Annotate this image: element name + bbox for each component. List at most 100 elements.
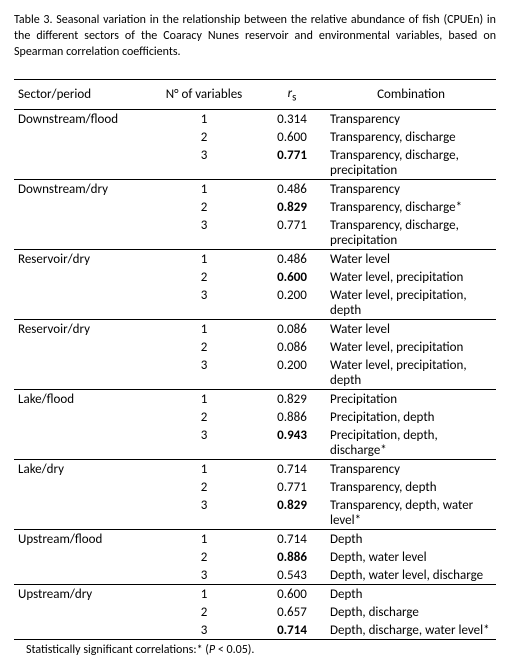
cell-rs: 0.200 — [258, 356, 326, 390]
cell-nvar: 3 — [150, 216, 258, 250]
cell-nvar: 3 — [150, 426, 258, 460]
cell-combo: Depth, water level, discharge — [326, 566, 496, 585]
table-row: Reservoir/dry10.486Water level — [14, 250, 496, 269]
cell-rs: 0.086 — [258, 320, 326, 339]
cell-combo: Transparency, depth — [326, 478, 496, 496]
cell-sector: Downstream/dry — [14, 180, 150, 199]
cell-rs: 0.600 — [258, 268, 326, 286]
cell-combo: Transparency, depth, water level* — [326, 496, 496, 530]
cell-combo: Precipitation, depth — [326, 408, 496, 426]
cell-combo: Precipitation — [326, 390, 496, 409]
cell-combo: Transparency, discharge — [326, 128, 496, 146]
footnote-prefix: Statistically significant correlations:*… — [26, 643, 209, 657]
col-header-nvar: N° of variables — [150, 79, 258, 110]
cell-nvar: 1 — [150, 390, 258, 409]
cell-rs: 0.714 — [258, 530, 326, 549]
table-row: 20.886Precipitation, depth — [14, 408, 496, 426]
cell-rs: 0.771 — [258, 216, 326, 250]
cell-sector — [14, 566, 150, 585]
table-row: 20.600Transparency, discharge — [14, 128, 496, 146]
table-header-row: Sector/period N° of variables rs Combina… — [14, 79, 496, 110]
table-row: Upstream/flood10.714Depth — [14, 530, 496, 549]
cell-rs: 0.771 — [258, 478, 326, 496]
cell-sector — [14, 426, 150, 460]
table-row: 20.886Depth, water level — [14, 548, 496, 566]
cell-rs: 0.829 — [258, 496, 326, 530]
cell-rs: 0.657 — [258, 603, 326, 621]
cell-sector — [14, 408, 150, 426]
table-row: 30.771Transparency, discharge, precipita… — [14, 146, 496, 180]
cell-sector — [14, 128, 150, 146]
cell-combo: Transparency, discharge, precipitation — [326, 146, 496, 180]
cell-combo: Transparency — [326, 110, 496, 129]
cell-sector — [14, 286, 150, 320]
cell-rs: 0.314 — [258, 110, 326, 129]
cell-combo: Depth, discharge, water level* — [326, 621, 496, 640]
col-header-sector: Sector/period — [14, 79, 150, 110]
cell-combo: Depth — [326, 530, 496, 549]
cell-rs: 0.600 — [258, 128, 326, 146]
table-row: 20.829Transparency, discharge* — [14, 198, 496, 216]
table-row: Reservoir/dry10.086Water level — [14, 320, 496, 339]
cell-sector — [14, 356, 150, 390]
cell-nvar: 2 — [150, 268, 258, 286]
table-row: 30.200Water level, precipitation, depth — [14, 356, 496, 390]
table-row: 20.086Water level, precipitation — [14, 338, 496, 356]
cell-nvar: 2 — [150, 478, 258, 496]
table-row: 30.829Transparency, depth, water level* — [14, 496, 496, 530]
cell-nvar: 3 — [150, 146, 258, 180]
cell-rs: 0.829 — [258, 390, 326, 409]
col-header-rs: rs — [258, 79, 326, 110]
cell-combo: Precipitation, depth, discharge* — [326, 426, 496, 460]
cell-nvar: 2 — [150, 603, 258, 621]
table-row: Lake/dry10.714Transparency — [14, 460, 496, 479]
cell-combo: Water level, precipitation — [326, 268, 496, 286]
cell-nvar: 3 — [150, 621, 258, 640]
table-row: Downstream/flood10.314Transparency — [14, 110, 496, 129]
cell-combo: Water level, precipitation — [326, 338, 496, 356]
table-body: Downstream/flood10.314Transparency20.600… — [14, 110, 496, 640]
cell-nvar: 2 — [150, 128, 258, 146]
cell-nvar: 3 — [150, 566, 258, 585]
table-row: 30.200Water level, precipitation, depth — [14, 286, 496, 320]
cell-combo: Depth, discharge — [326, 603, 496, 621]
cell-rs: 0.886 — [258, 408, 326, 426]
table-row: 30.714Depth, discharge, water level* — [14, 621, 496, 640]
cell-rs: 0.714 — [258, 460, 326, 479]
table-row: 30.771Transparency, discharge, precipita… — [14, 216, 496, 250]
cell-nvar: 3 — [150, 356, 258, 390]
cell-sector — [14, 198, 150, 216]
cell-rs: 0.486 — [258, 180, 326, 199]
cell-combo: Water level, precipitation, depth — [326, 286, 496, 320]
cell-nvar: 2 — [150, 198, 258, 216]
cell-sector — [14, 621, 150, 640]
cell-rs: 0.771 — [258, 146, 326, 180]
table-row: 20.657Depth, discharge — [14, 603, 496, 621]
cell-combo: Water level — [326, 250, 496, 269]
table-row: 20.771Transparency, depth — [14, 478, 496, 496]
cell-combo: Depth, water level — [326, 548, 496, 566]
table-row: Downstream/dry10.486Transparency — [14, 180, 496, 199]
cell-rs: 0.943 — [258, 426, 326, 460]
footnote-suffix: < 0.05). — [215, 643, 254, 657]
cell-rs: 0.829 — [258, 198, 326, 216]
table-row: Lake/flood10.829Precipitation — [14, 390, 496, 409]
cell-combo: Transparency — [326, 460, 496, 479]
cell-sector: Downstream/flood — [14, 110, 150, 129]
cell-nvar: 1 — [150, 320, 258, 339]
cell-rs: 0.543 — [258, 566, 326, 585]
cell-combo: Depth — [326, 585, 496, 604]
cell-sector: Upstream/flood — [14, 530, 150, 549]
cell-nvar: 1 — [150, 460, 258, 479]
cell-rs: 0.086 — [258, 338, 326, 356]
cell-sector: Reservoir/dry — [14, 320, 150, 339]
cell-rs: 0.714 — [258, 621, 326, 640]
table-row: 20.600Water level, precipitation — [14, 268, 496, 286]
col-header-combo: Combination — [326, 79, 496, 110]
table-page: Table 3. Seasonal variation in the relat… — [0, 0, 510, 667]
cell-sector — [14, 548, 150, 566]
cell-rs: 0.600 — [258, 585, 326, 604]
cell-nvar: 1 — [150, 250, 258, 269]
cell-sector — [14, 496, 150, 530]
cell-nvar: 2 — [150, 408, 258, 426]
